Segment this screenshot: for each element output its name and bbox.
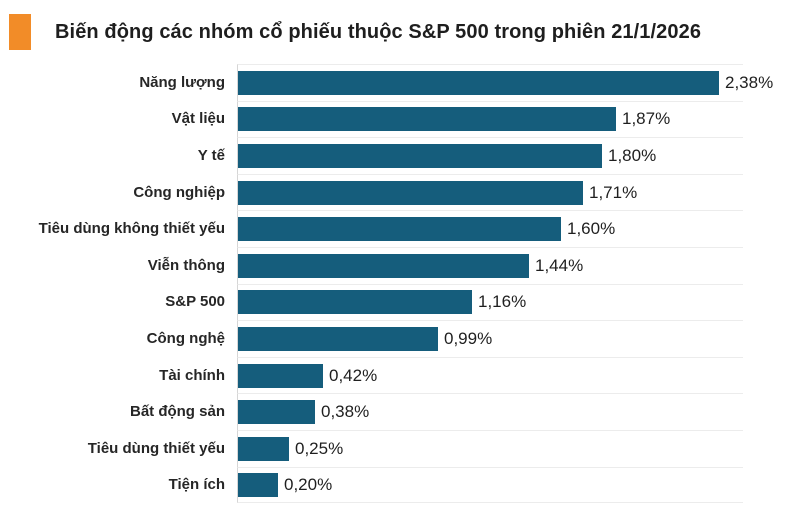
bar-value-label: 0,38% [321,402,370,422]
chart-row: Tiêu dùng không thiết yếu 1,60% [0,210,787,247]
bar-value-label: 2,38% [725,72,774,92]
plot-area: 0,25% [237,429,743,467]
plot-area: 2,38% [237,64,773,101]
bar-value-label: 1,60% [567,219,616,239]
category-label: Y tế [197,146,225,164]
chart-row: Tiêu dùng thiết yếu 0,25% [0,429,787,467]
bar [238,180,583,205]
sector-bar-chart: Năng lượng 2,38% Vật liệu 1,87% Y tế 1,8… [0,64,787,504]
category-label: Tiện ích [168,476,225,494]
category-label: Bất động sản [129,403,225,421]
plot-area: 1,71% [237,173,743,211]
chart-row: Tiện ích 0,20% [0,466,787,504]
bar [238,436,289,461]
bar [238,70,719,95]
bar-value-label: 0,25% [295,438,344,458]
bar [238,253,529,278]
plot-area: 0,99% [237,320,743,357]
bar [238,363,323,388]
category-label: Công nghiệp [133,183,225,201]
chart-header: Biến động các nhóm cổ phiếu thuộc S&P 50… [9,14,787,50]
bar [238,107,616,132]
bar-value-label: 0,20% [284,474,333,494]
chart-row: Bất động sản 0,38% [0,393,787,430]
bar-value-label: 0,42% [329,365,378,385]
category-label: Vật liệu [171,110,225,128]
plot-area: 1,44% [237,246,743,284]
chart-row: Tài chính 0,42% [0,356,787,394]
category-label: Công nghệ [146,329,225,347]
bar [238,400,315,425]
chart-row: Y tế 1,80% [0,137,787,174]
bar [238,217,561,242]
page-title: Biến động các nhóm cổ phiếu thuộc S&P 50… [55,20,702,43]
bar [238,290,472,315]
plot-area: 0,42% [237,356,743,394]
bar-value-label: 1,80% [608,145,657,165]
bar-value-label: 1,71% [589,182,638,202]
category-label: Tiêu dùng không thiết yếu [38,220,225,238]
bar-value-label: 1,87% [622,109,671,129]
plot-area: 1,80% [237,137,743,174]
category-label: Năng lượng [139,73,225,91]
chart-row: Viễn thông 1,44% [0,246,787,284]
chart-row: Năng lượng 2,38% [0,64,787,101]
category-label: Tài chính [159,366,225,384]
category-label: Tiêu dùng thiết yếu [87,439,225,457]
plot-area: 0,38% [237,393,743,430]
category-label: Viễn thông [147,256,225,274]
plot-area: 1,60% [237,210,743,247]
bar-value-label: 1,44% [535,255,584,275]
chart-row: Vật liệu 1,87% [0,100,787,138]
bar [238,326,438,351]
plot-area: 1,87% [237,100,743,138]
bar [238,143,602,168]
chart-row: Công nghệ 0,99% [0,320,787,357]
bar-value-label: 0,99% [444,328,493,348]
plot-area: 0,20% [237,466,743,504]
plot-area: 1,16% [237,283,743,321]
bar [238,472,278,497]
category-label: S&P 500 [165,293,225,311]
chart-row: Công nghiệp 1,71% [0,173,787,211]
chart-row: S&P 500 1,16% [0,283,787,321]
bar-value-label: 1,16% [478,292,527,312]
accent-block [9,14,31,50]
